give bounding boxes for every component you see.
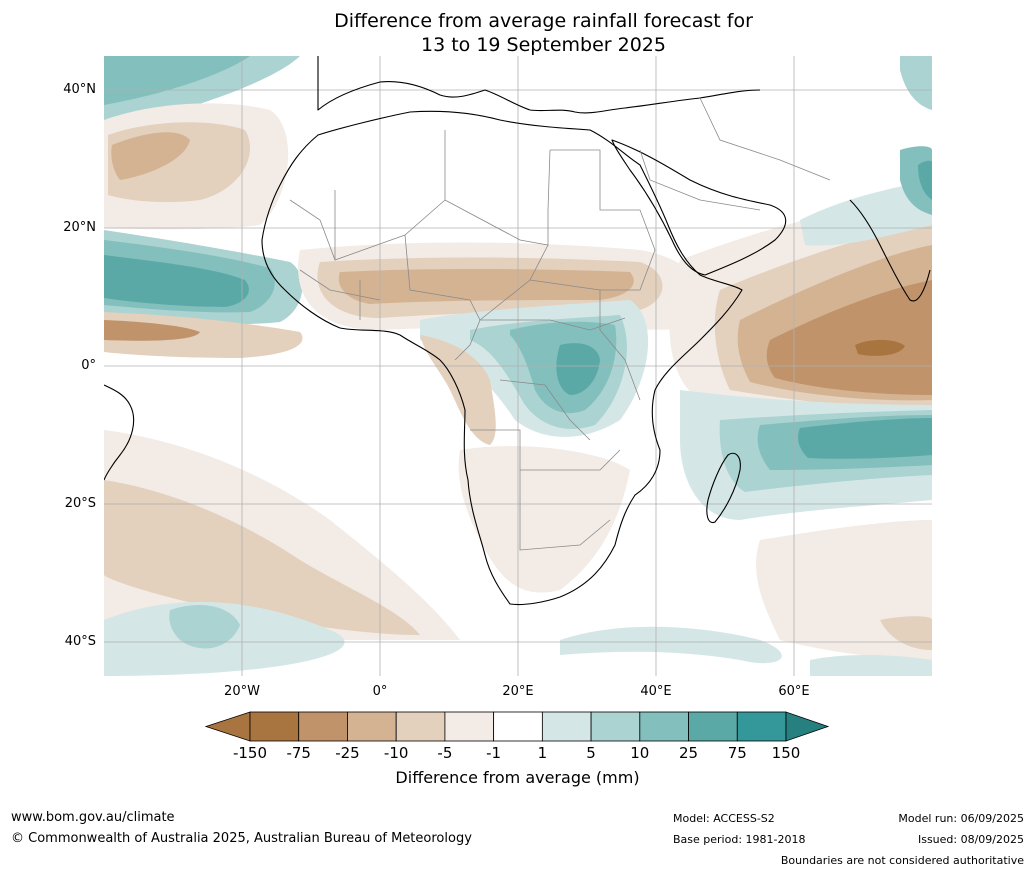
colorbar-tick-label: -75 xyxy=(286,744,311,762)
lon-label-20e: 20°E xyxy=(502,684,534,699)
anomaly-sahel-dry-core xyxy=(338,269,634,304)
lon-label-20w: 20°W xyxy=(224,684,260,699)
anomaly-south-east-dry xyxy=(880,616,932,650)
colorbar xyxy=(204,711,830,742)
coastlines xyxy=(104,56,931,606)
colorbar-tick-label: -10 xyxy=(383,744,409,762)
arabian-peninsula-coastline xyxy=(611,139,787,276)
colorbar-segment xyxy=(395,711,446,742)
country-boundaries xyxy=(289,97,831,551)
colorbar-arrow-low xyxy=(204,711,251,742)
colorbar-tick-label: 75 xyxy=(727,744,747,762)
footer-issued: Issued: 08/09/2025 xyxy=(917,833,1024,846)
colorbar-segment xyxy=(590,711,641,742)
colorbar-tick-label: 5 xyxy=(586,744,596,762)
anomaly-equatorial-atlantic-dry-core xyxy=(104,320,200,341)
footer-base-period: Base period: 1981-2018 xyxy=(673,833,806,846)
anomaly-arabian-sea-wet xyxy=(800,180,932,246)
title-line-2: 13 to 19 September 2025 xyxy=(421,34,666,56)
africa-coastline xyxy=(261,110,743,606)
lat-label-0: 0° xyxy=(81,358,96,373)
colorbar-arrow-high xyxy=(785,711,830,742)
lat-label-20s: 20°S xyxy=(64,496,96,511)
colorbar-segment xyxy=(347,711,397,742)
lat-label-40n: 40°N xyxy=(63,82,96,97)
footer-model: Model: ACCESS-S2 xyxy=(673,812,775,825)
colorbar-title: Difference from average (mm) xyxy=(395,768,640,787)
anomaly-indian-ocean-dry-peak xyxy=(855,339,905,356)
colorbar-segment xyxy=(493,711,543,742)
anomaly-north-atlantic-wet-core xyxy=(104,56,250,105)
colorbar-segment xyxy=(541,711,592,742)
colorbar-tick-label: -5 xyxy=(437,744,453,762)
anomaly-bay-bengal-wet-core xyxy=(918,160,932,200)
anomaly-tropical-atlantic-wet-core xyxy=(104,255,249,307)
graticule xyxy=(104,56,932,676)
colorbar-segment xyxy=(688,711,738,742)
lon-label-0: 0° xyxy=(372,684,388,699)
colorbar-tick-label: 25 xyxy=(678,744,699,762)
title-line-1: Difference from average rainfall forecas… xyxy=(334,10,753,32)
anomaly-southern-africa-dry xyxy=(458,446,630,593)
lat-label-40s: 40°S xyxy=(64,634,96,649)
colorbar-tick-label: 10 xyxy=(630,744,650,762)
india-coastline xyxy=(849,199,931,302)
anomaly-top-right-wet xyxy=(900,56,932,110)
colorbar-tick-label: 150 xyxy=(771,744,801,762)
footer-model-run: Model run: 06/09/2025 xyxy=(898,812,1024,825)
colorbar-segment xyxy=(639,711,689,742)
lon-label-60e: 60°E xyxy=(778,684,810,699)
anomaly-south-indian-wet-core xyxy=(798,418,932,459)
footer-website[interactable]: www.bom.gov.au/climate xyxy=(11,810,175,825)
colorbar-tick-label: -1 xyxy=(486,744,502,762)
europe-coastline xyxy=(317,56,761,114)
footer-copyright: © Commonwealth of Australia 2025, Austra… xyxy=(11,831,472,846)
lat-label-20n: 20°N xyxy=(63,220,96,235)
colorbar-tick-label: -150 xyxy=(232,744,268,762)
colorbar-segment xyxy=(298,711,348,742)
colorbar-segment xyxy=(736,711,787,742)
south-america-coastline xyxy=(104,384,135,481)
lon-label-40e: 40°E xyxy=(640,684,672,699)
madagascar-coastline xyxy=(706,452,741,524)
colorbar-tick-label: 1 xyxy=(537,744,548,762)
anomaly-south-atlantic-dry-mid xyxy=(104,480,420,635)
anomaly-southern-ocean-wet-east xyxy=(560,626,782,664)
anomaly-southern-ocean-wet-se xyxy=(810,655,932,676)
colorbar-tick-label: -25 xyxy=(335,744,360,762)
colorbar-segment xyxy=(249,711,300,742)
map-title: Difference from average rainfall forecas… xyxy=(0,9,1035,57)
anomaly-subtropical-atlantic-dry-core xyxy=(111,132,190,180)
colorbar-segment xyxy=(444,711,495,742)
anomaly-central-africa-wet-core2 xyxy=(556,343,600,395)
footer-boundaries-note: Boundaries are not considered authoritat… xyxy=(780,854,1024,867)
anomaly-southern-ocean-wet-core xyxy=(169,605,240,649)
